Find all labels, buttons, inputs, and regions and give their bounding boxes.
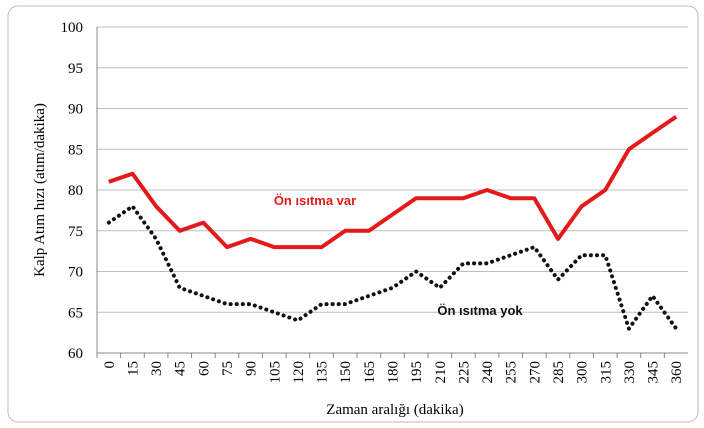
x-tick-label: 270	[527, 361, 543, 384]
series-label: Ön ısıtma yok	[437, 303, 523, 318]
x-tick-label: 240	[480, 361, 496, 384]
x-tick-label: 45	[173, 361, 189, 376]
y-tick-label: 60	[68, 346, 83, 362]
x-tick-label: 120	[291, 361, 307, 384]
y-tick-label: 100	[61, 20, 84, 36]
series-line	[106, 204, 679, 331]
x-axis-label: Zaman aralığı (dakika)	[326, 402, 463, 418]
y-tick-label: 70	[68, 265, 83, 281]
series-line	[108, 115, 678, 250]
x-tick-label: 195	[409, 361, 425, 384]
x-tick-label: 345	[646, 361, 662, 384]
x-tick-label: 135	[315, 361, 331, 384]
chart-frame	[7, 5, 699, 423]
x-tick-label: 255	[504, 361, 520, 384]
x-tick-label: 0	[102, 361, 118, 369]
y-tick-label: 80	[68, 183, 83, 199]
x-tick-label: 75	[220, 361, 236, 376]
y-tick-label: 85	[68, 142, 83, 158]
x-tick-label: 330	[622, 361, 638, 384]
y-tick-label: 90	[68, 102, 83, 118]
x-tick-label: 315	[598, 361, 614, 384]
x-tick-label: 150	[338, 361, 354, 384]
series-label: Ön ısıtma var	[274, 193, 356, 208]
x-tick-label: 210	[433, 361, 449, 384]
y-tick-label: 65	[68, 305, 83, 321]
x-tick-label: 105	[267, 361, 283, 384]
x-tick-label: 165	[362, 361, 378, 384]
x-tick-label: 15	[125, 361, 141, 376]
y-tick-label: 95	[68, 61, 83, 77]
x-tick-label: 30	[149, 361, 165, 376]
x-tick-label: 360	[669, 361, 685, 384]
x-tick-label: 60	[196, 361, 212, 376]
x-tick-label: 90	[244, 361, 260, 376]
x-tick-label: 300	[575, 361, 591, 384]
x-tick-label: 225	[456, 361, 472, 384]
x-tick-label: 285	[551, 361, 567, 384]
y-axis-label: Kalp Atım hızı (atım/dakika)	[32, 103, 48, 277]
y-tick-label: 75	[68, 224, 83, 240]
x-tick-label: 180	[386, 361, 402, 384]
